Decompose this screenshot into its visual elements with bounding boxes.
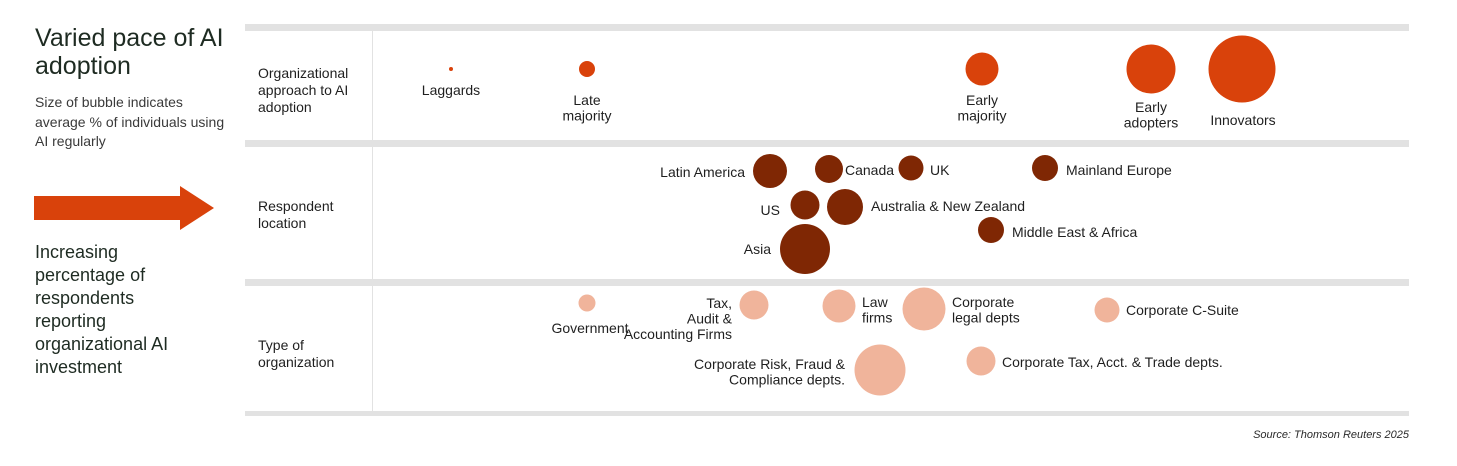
bubble-label: UK — [930, 162, 950, 178]
bubble-early-adopters — [1126, 44, 1176, 94]
arrow-note: Increasing percentage of respondents rep… — [35, 242, 169, 377]
bubble-middle-east-africa — [978, 217, 1004, 243]
bubble-label: Laggards — [422, 82, 480, 98]
bubble-corporate-legal-depts — [902, 287, 946, 331]
divider-row2 — [245, 279, 1409, 286]
bubble-uk — [898, 155, 924, 181]
bubble-label: Mainland Europe — [1066, 162, 1172, 178]
bubble-early-majority — [965, 52, 999, 86]
bubble-label: Late majority — [562, 92, 611, 124]
bubble-label: Canada — [845, 162, 894, 178]
row-label-separator — [372, 31, 373, 140]
bubble-label: US — [761, 202, 780, 218]
bubble-asia — [780, 224, 830, 274]
bubble-tax-audit-accounting-firms — [739, 290, 769, 320]
bubble-label: Government — [551, 320, 628, 336]
bubble-label: Law firms — [862, 294, 892, 326]
row-label-org-type: Type of organization — [258, 337, 335, 370]
bubble-mainland-europe — [1032, 155, 1058, 181]
bubble-innovators — [1208, 35, 1276, 103]
bubble-late-majority — [579, 61, 595, 77]
divider-top — [245, 24, 1409, 31]
bubble-label: Australia & New Zealand — [871, 198, 1025, 214]
bubble-label: Early adopters — [1124, 99, 1178, 131]
bubble-law-firms — [822, 289, 856, 323]
row-label-approach: Organizational approach to AI adoption — [258, 65, 349, 115]
bubble-latin-america — [753, 154, 787, 188]
bubble-government — [578, 294, 596, 312]
bubble-corporate-tax-acct-trade-depts — [966, 346, 996, 376]
bubble-corporate-c-suite — [1094, 297, 1120, 323]
bubble-label: Latin America — [660, 164, 745, 180]
divider-bottom — [245, 411, 1409, 416]
bubble-label: Innovators — [1210, 112, 1275, 128]
bubble-label: Corporate legal depts — [952, 294, 1020, 326]
row-label-separator — [372, 147, 373, 279]
bubble-label: Early majority — [957, 92, 1006, 124]
bubble-label: Corporate Risk, Fraud & Compliance depts. — [694, 356, 846, 388]
bubble-label: Middle East & Africa — [1012, 224, 1137, 240]
bubble-us — [790, 190, 820, 220]
source-note: Source: Thomson Reuters 2025 — [1253, 429, 1409, 441]
bubble-corporate-risk-fraud-compliance-depts — [854, 344, 906, 396]
bubble-label: Corporate C-Suite — [1126, 302, 1239, 318]
chart-subtitle: Size of bubble indicates average % of in… — [35, 94, 225, 149]
row-label-location: Respondent location — [258, 198, 334, 231]
bubble-label: Corporate Tax, Acct. & Trade depts. — [1002, 354, 1223, 370]
divider-row1 — [245, 140, 1409, 147]
bubble-laggards — [449, 67, 453, 71]
bubble-label: Tax, Audit & Accounting Firms — [624, 295, 733, 342]
bubble-canada — [815, 155, 843, 183]
bubble-australia-new-zealand — [827, 189, 863, 225]
bubble-label: Asia — [744, 241, 771, 257]
right-arrow-icon — [34, 186, 214, 230]
row-label-separator — [372, 286, 373, 411]
chart-title: Varied pace of AI adoption — [35, 24, 224, 80]
